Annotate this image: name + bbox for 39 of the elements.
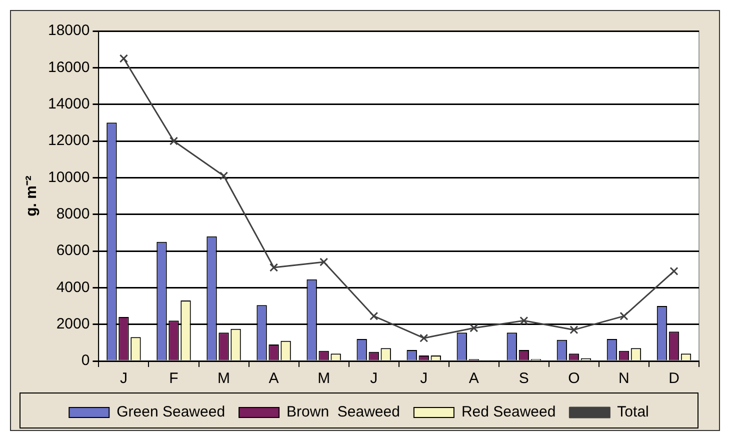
legend-label: Green Seaweed	[116, 404, 226, 421]
y-tick-label: 4000	[56, 278, 90, 296]
point	[470, 324, 478, 332]
x-tick-label: S	[518, 370, 529, 388]
x-tick-label: A	[468, 370, 479, 388]
y-tick-label: 2000	[56, 315, 90, 332]
x-tick-label: A	[268, 370, 279, 388]
x-tick-label: J	[120, 370, 128, 388]
y-tick-label: 6000	[56, 242, 90, 260]
y-tick-label: 14000	[48, 95, 90, 112]
y-tick-label: 12000	[48, 132, 90, 150]
legend-label: Brown Seaweed	[286, 404, 400, 421]
point	[169, 136, 178, 146]
legend-label: Total	[617, 404, 649, 421]
x-tick-label: N	[618, 370, 630, 388]
point	[370, 312, 378, 320]
legend-label: Red Seaweed	[461, 404, 556, 421]
point	[219, 172, 228, 180]
x-tick-label: J	[370, 370, 378, 388]
x-tick-label: O	[568, 370, 580, 388]
x-tick-label: D	[668, 370, 680, 388]
point	[320, 258, 328, 266]
point	[520, 316, 528, 325]
point	[620, 312, 628, 320]
y-tick-label: 10000	[48, 168, 90, 186]
y-axis-title: g. m⁻²	[23, 176, 40, 216]
x-tick-label: F	[169, 370, 178, 388]
y-tick-label: 0	[81, 352, 90, 370]
point	[570, 326, 578, 334]
point	[119, 54, 128, 63]
y-tick-label: 16000	[48, 58, 90, 76]
x-tick-label: M	[318, 370, 330, 388]
point	[270, 263, 278, 272]
x-tick-label: J	[420, 370, 428, 388]
x-tick-label: M	[218, 370, 230, 388]
point	[670, 266, 678, 276]
y-tick-label: 18000	[48, 22, 90, 40]
y-tick-label: 8000	[56, 205, 90, 222]
point	[420, 334, 428, 342]
